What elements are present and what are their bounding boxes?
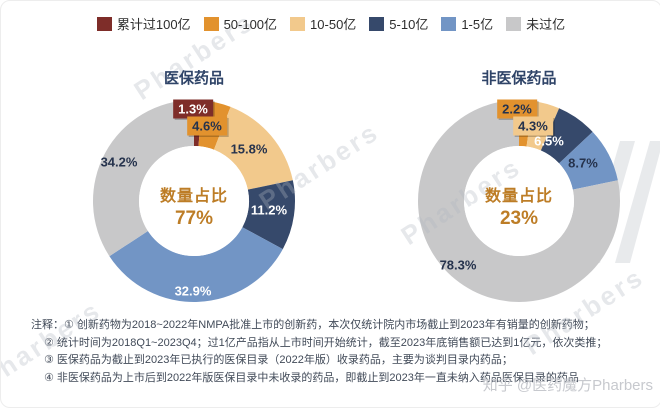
legend-swatch-icon [96, 16, 112, 31]
legend-label: 1-5亿 [461, 17, 494, 32]
legend-swatch-icon [290, 16, 306, 31]
segment-label-5-10亿: 11.2% [250, 202, 288, 218]
legend-label: 累计过100亿 [116, 17, 191, 32]
donut-segment-未过亿 [92, 100, 194, 257]
center-label-non-insured: 数量占比 [484, 188, 553, 205]
legend-label: 50-100亿 [223, 17, 278, 32]
legend-label: 10-50亿 [310, 17, 357, 32]
donut-segment-1-5亿 [559, 131, 618, 190]
note-line-3: ③ 医保药品为截止到2023年已执行的医保目录（2022年版）收录药品，主要为谈… [44, 354, 513, 366]
donut-center-non-insured: 数量占比 23% [454, 182, 584, 230]
legend-swatch-icon [506, 16, 522, 31]
donut-segment-1-5亿 [109, 227, 283, 303]
donut-segment-5-10亿 [242, 180, 296, 250]
legend-item-1-5亿: 1-5亿 [441, 14, 493, 33]
segment-label-50-100亿: 4.6% [187, 116, 227, 136]
segment-label-累计过100亿: 1.3% [173, 99, 213, 119]
segment-label-5-10亿: 6.5% [534, 133, 564, 149]
segment-label-未过亿: 34.2% [100, 154, 138, 170]
chart-title-non-insured: 非医保药品 [481, 70, 557, 87]
donut-center-insured: 数量占比 77% [129, 182, 259, 230]
note-line-2: ② 统计时间为2018Q1~2023Q4；过1亿产品指从上市时间开始统计，截至2… [44, 336, 608, 349]
chart-title-insured: 医保药品 [163, 70, 224, 87]
legend-item-5-10亿: 5-10亿 [369, 14, 428, 33]
segment-label-50-100亿: 2.2% [497, 99, 537, 119]
center-value-non-insured: 23% [499, 208, 539, 229]
center-label-insured: 数量占比 [159, 188, 228, 205]
segment-label-10-50亿: 15.8% [230, 141, 268, 157]
donut-segment-5-10亿 [540, 108, 593, 164]
segment-label-1-5亿: 32.9% [174, 283, 212, 299]
legend-swatch-icon [441, 16, 457, 31]
notes-label: 注释： [31, 319, 64, 331]
donut-hole [464, 146, 574, 256]
legend-label: 未过亿 [526, 17, 566, 32]
legend-item-10-50亿: 10-50亿 [290, 14, 356, 33]
notes-block: 注释：① 创新药物为2018~2022年NMPA批准上市的创新药，本次仅统计院内… [31, 317, 656, 387]
note-line-4: ④ 非医保药品为上市后到2022年版医保目录中未收录的药品，即截止到2023年一… [44, 371, 579, 384]
donut-chart-insured [92, 100, 296, 303]
legend-swatch-icon [369, 16, 385, 31]
legend-item-累计过100亿: 累计过100亿 [96, 14, 191, 33]
note-text-1: ① 创新药物为2018~2022年NMPA批准上市的创新药，本次仅统计院内市场截… [64, 319, 595, 331]
legend-label: 5-10亿 [389, 17, 429, 32]
donut-segment-未过亿 [418, 100, 621, 302]
segment-label-1-5亿: 8.7% [568, 155, 598, 171]
note-line-1: 注释：① 创新药物为2018~2022年NMPA批准上市的创新药，本次仅统计院内… [31, 317, 656, 335]
donut-hole [139, 146, 249, 256]
legend-item-未过亿: 未过亿 [506, 14, 565, 33]
center-value-insured: 77% [174, 208, 214, 229]
donut-segment-10-50亿 [213, 106, 293, 190]
segment-label-10-50亿: 4.3% [513, 116, 553, 136]
watermark-credit: 知乎 @医药魔方Pharbers [482, 377, 653, 394]
legend-swatch-icon [203, 16, 219, 31]
legend-item-50-100亿: 50-100亿 [203, 14, 278, 33]
legend: 累计过100亿 50-100亿 10-50亿 5-10亿 1-5亿 未过亿 [1, 14, 660, 33]
segment-label-未过亿: 78.3% [439, 257, 477, 273]
